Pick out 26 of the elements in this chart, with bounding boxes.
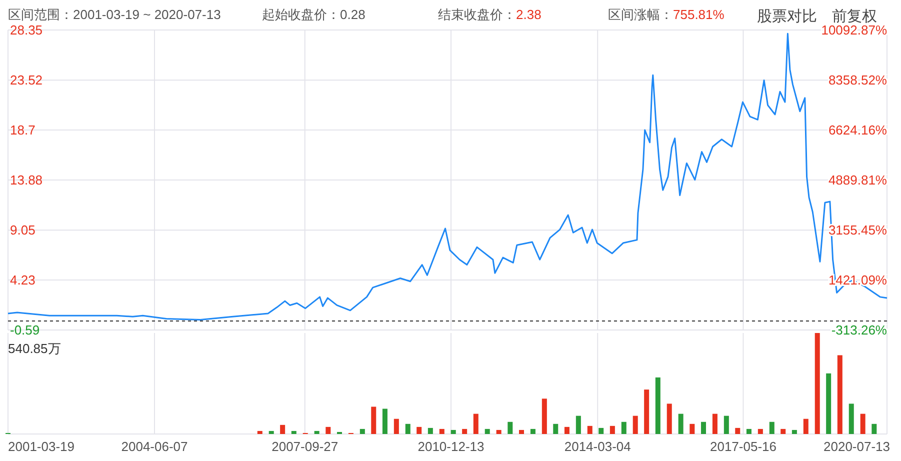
y-tick-label: 18.7 bbox=[10, 122, 36, 138]
x-tick-label: 2001-03-19 bbox=[8, 439, 74, 454]
y2-tick-label: 10092.87% bbox=[821, 22, 888, 38]
y2-tick-label: 8358.52% bbox=[828, 72, 888, 88]
chart-title: 区间范围：2001-03-19 ~ 2020-07-13 bbox=[8, 7, 221, 22]
x-tick-label: 2014-03-04 bbox=[564, 439, 631, 454]
x-tick-label: 2007-09-27 bbox=[272, 439, 338, 454]
y-tick-label: 28.35 bbox=[10, 22, 43, 38]
y-tick-label: 13.88 bbox=[10, 172, 43, 188]
y-tick-label: -0.59 bbox=[10, 322, 40, 338]
annotation: 540.85万 bbox=[8, 341, 61, 356]
x-tick-label: 2004-06-07 bbox=[121, 439, 188, 454]
y-tick-label: 4.23 bbox=[10, 272, 36, 288]
y2-tick-label: -313.26% bbox=[831, 322, 888, 338]
y2-tick-label: 6624.16% bbox=[828, 122, 888, 138]
text: 起始收盘价：0.28 bbox=[262, 7, 366, 22]
x-tick-label: 2010-12-13 bbox=[418, 439, 484, 454]
y-tick-label: 9.05 bbox=[10, 222, 36, 238]
text: 区间涨幅：755.81% bbox=[608, 7, 725, 22]
x-tick-label: 2017-05-16 bbox=[710, 439, 776, 454]
y-tick-label: 23.52 bbox=[10, 72, 43, 88]
text: 结束收盘价：2.38 bbox=[438, 7, 542, 22]
text: 股票对比 bbox=[757, 8, 817, 25]
x-tick-label: 2020-07-13 bbox=[824, 439, 890, 454]
y2-tick-label: 4889.81% bbox=[828, 172, 888, 188]
text: 前复权 bbox=[832, 8, 877, 25]
